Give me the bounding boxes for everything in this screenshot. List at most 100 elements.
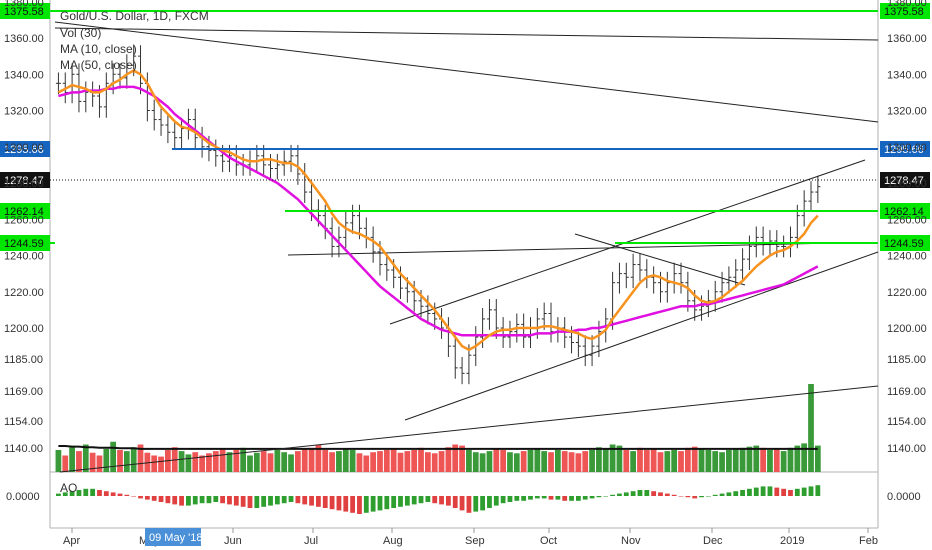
ao-bar [808,486,814,496]
trendlines [54,21,879,473]
candle [83,81,89,113]
ao-bar [589,496,595,499]
price-tick-label: 1260.00 [4,214,44,226]
ao-bar [76,490,82,496]
volume-bar [206,453,212,472]
volume-bar [520,451,527,472]
time-tick-label: 2019 [780,535,804,547]
ao-bar [664,493,670,496]
price-tick-label: 1360.00 [4,33,44,45]
ao-bar [651,491,657,496]
ao-bar [131,496,137,497]
candle [651,266,657,294]
volume-bar [445,447,452,472]
candle [151,99,157,131]
ao-bar [671,494,677,496]
candle [158,108,164,136]
ao-bar [473,496,479,512]
trendline-diagonal-short [574,233,746,286]
ao-bar [774,487,780,496]
candle [815,175,821,203]
ao-bar [507,496,513,502]
volume-bar [609,444,616,472]
volume-bar [534,448,541,472]
ao-bar [398,496,403,507]
volume-bar [240,447,247,472]
ao-bar [788,490,793,496]
ao-bar [336,496,342,511]
ao-bar [685,496,691,498]
volume-bar [739,447,746,472]
volume-bar [308,447,315,472]
candle [685,271,691,312]
candle [370,226,376,263]
volume-bar [589,450,595,472]
volume-bar [814,445,821,472]
volume-ma-line [58,445,818,450]
ao-bar [610,494,615,496]
ao-bar [432,496,438,504]
volume-bar [76,451,82,472]
ao-bar [575,496,581,501]
ao-bar [268,496,273,506]
ao-bar [97,490,102,496]
ao-bar [117,493,123,496]
ao-bar [322,496,328,508]
volume-bar [349,450,356,472]
volume-bar [89,452,96,472]
volume-bar [459,445,465,472]
volume-bar [315,444,322,472]
ao-bar [459,496,465,511]
ao-bar [747,488,752,496]
candle [760,226,766,256]
ao-bar [411,496,417,505]
ao-bar [555,496,561,500]
volume-bar [773,448,780,472]
volume-bar [130,447,137,472]
ao-bar [644,490,650,496]
ao-bar [569,496,574,501]
candle [295,144,301,185]
ao-panel [56,485,821,514]
candle [630,253,636,289]
candle [138,45,144,95]
candle [90,81,96,107]
candle [124,54,130,89]
ao-bar [302,496,308,505]
candle [411,280,417,312]
volume-bar [390,448,397,472]
ao-bar [425,496,431,502]
ao-bar [781,488,787,496]
ao-bar [199,496,205,504]
volume-bar [219,448,226,472]
ao-bar [658,492,663,496]
volume-bar [596,447,602,472]
volume-bar [288,454,294,472]
volume-bar [602,448,609,472]
volume-bar [643,450,650,472]
legend-vol: Vol (30) [60,26,101,40]
ao-bar [630,491,636,496]
price-tick-label: 1154.00 [4,416,43,428]
trendline-flat-upper [54,27,879,41]
volume-bar [726,450,732,472]
volume-bar [732,448,739,472]
volume-bar [110,441,117,472]
time-tick-label: Aug [383,535,403,547]
volume-bar [342,448,349,472]
trendline-horizontal-support [287,242,836,256]
candle [781,235,787,258]
volume-bar [760,447,766,472]
volume-bar [267,453,274,472]
volume-bar [438,451,445,472]
candle [753,226,759,258]
ao-bar [719,493,725,496]
chart-title: Gold/U.S. Dollar, 1D, FXCM [60,9,209,23]
ao-bar [384,496,390,510]
level-label: 1278.47 [884,175,924,187]
volume-bar [472,452,479,472]
price-tick-label: 1200.00 [887,323,927,335]
volume-bar [507,452,513,472]
ao-bar [480,496,485,511]
